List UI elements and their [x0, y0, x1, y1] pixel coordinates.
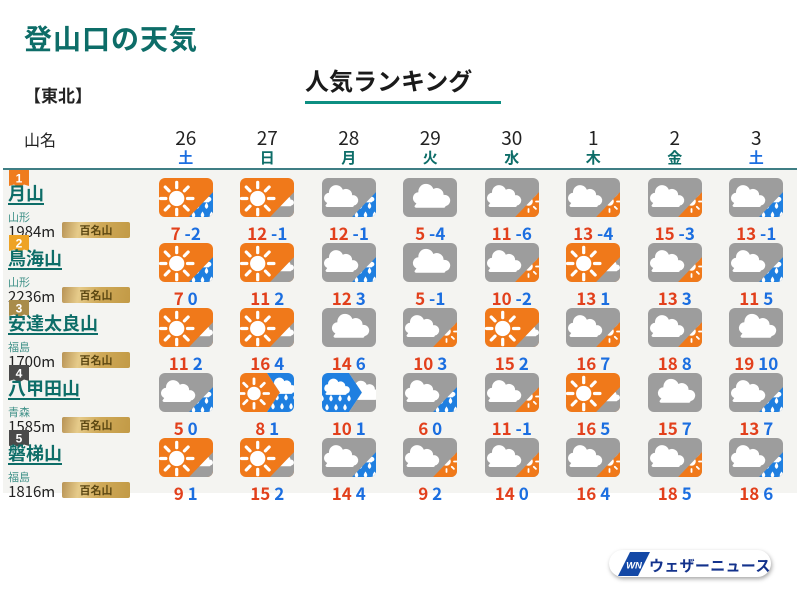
svg-text:WN: WN: [626, 560, 643, 571]
